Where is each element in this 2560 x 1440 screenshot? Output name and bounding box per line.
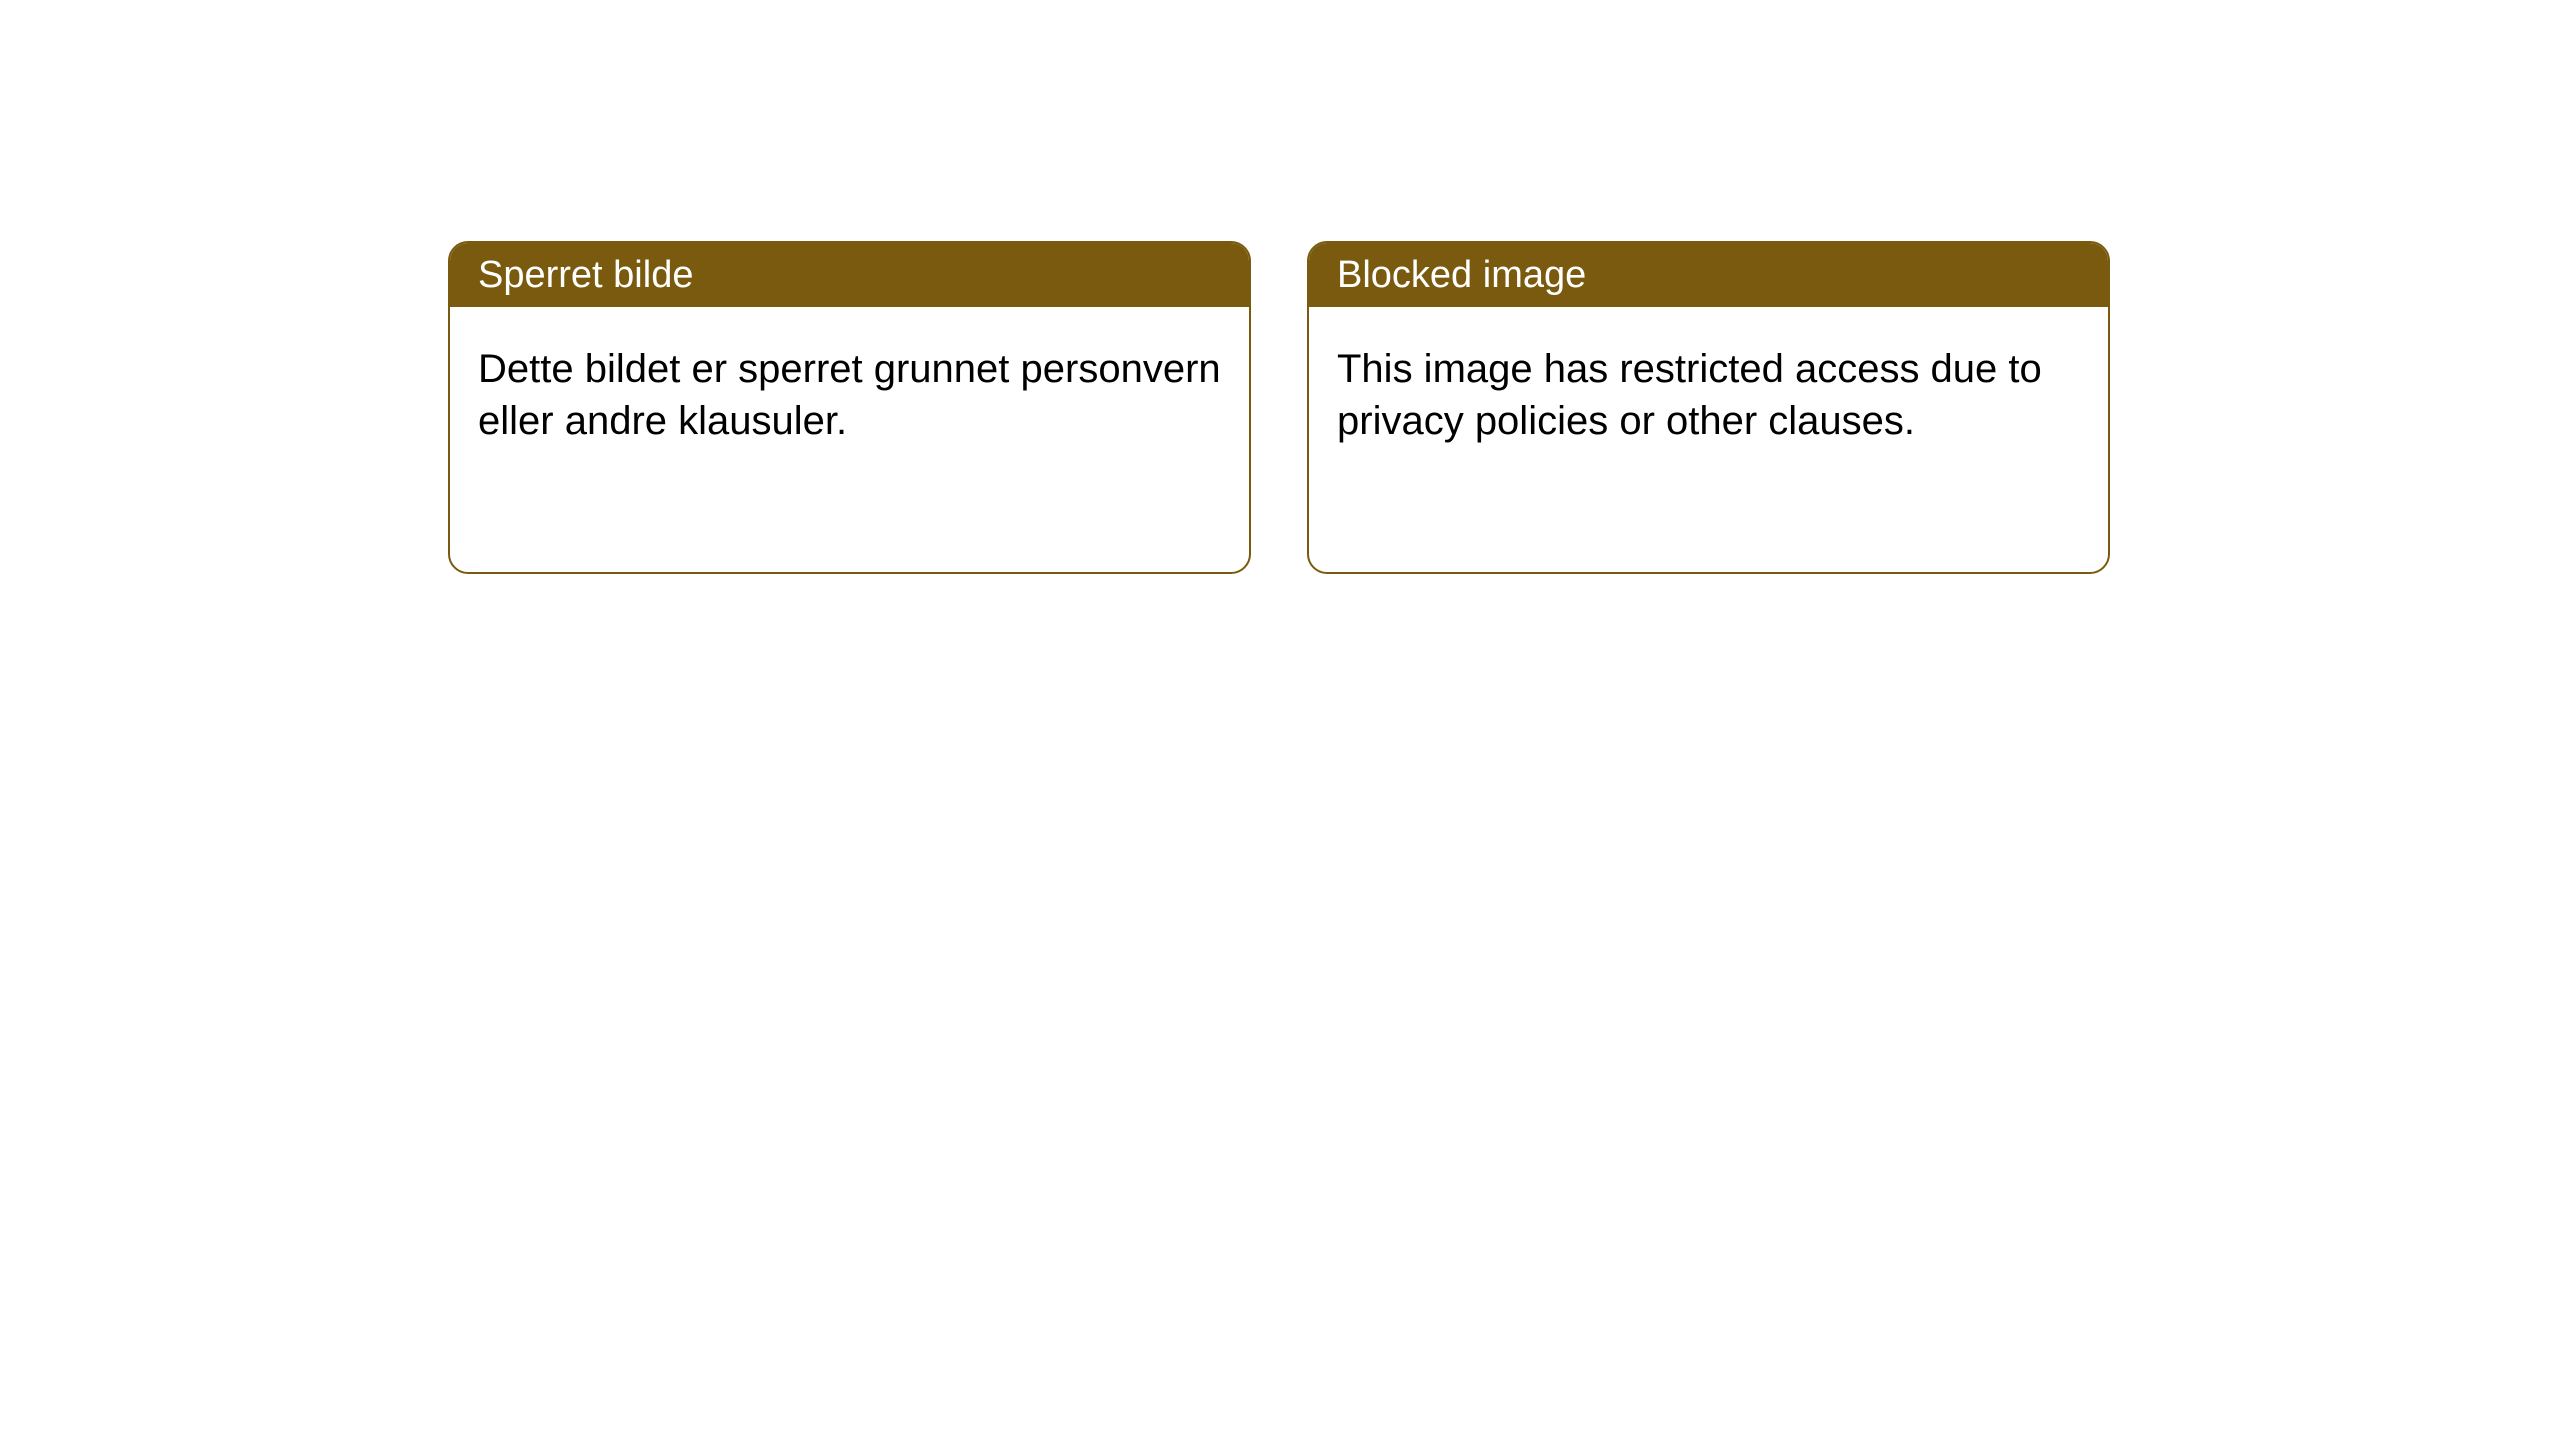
blocked-image-card-no: Sperret bilde Dette bildet er sperret gr… xyxy=(448,241,1251,574)
card-body-text-no: Dette bildet er sperret grunnet personve… xyxy=(478,347,1221,443)
card-title-no: Sperret bilde xyxy=(478,254,693,297)
card-header-en: Blocked image xyxy=(1309,243,2108,307)
blocked-image-card-en: Blocked image This image has restricted … xyxy=(1307,241,2110,574)
card-header-no: Sperret bilde xyxy=(450,243,1249,307)
card-body-en: This image has restricted access due to … xyxy=(1309,307,2108,483)
card-title-en: Blocked image xyxy=(1337,254,1586,297)
card-body-text-en: This image has restricted access due to … xyxy=(1337,347,2042,443)
card-body-no: Dette bildet er sperret grunnet personve… xyxy=(450,307,1249,483)
cards-container: Sperret bilde Dette bildet er sperret gr… xyxy=(0,0,2560,574)
